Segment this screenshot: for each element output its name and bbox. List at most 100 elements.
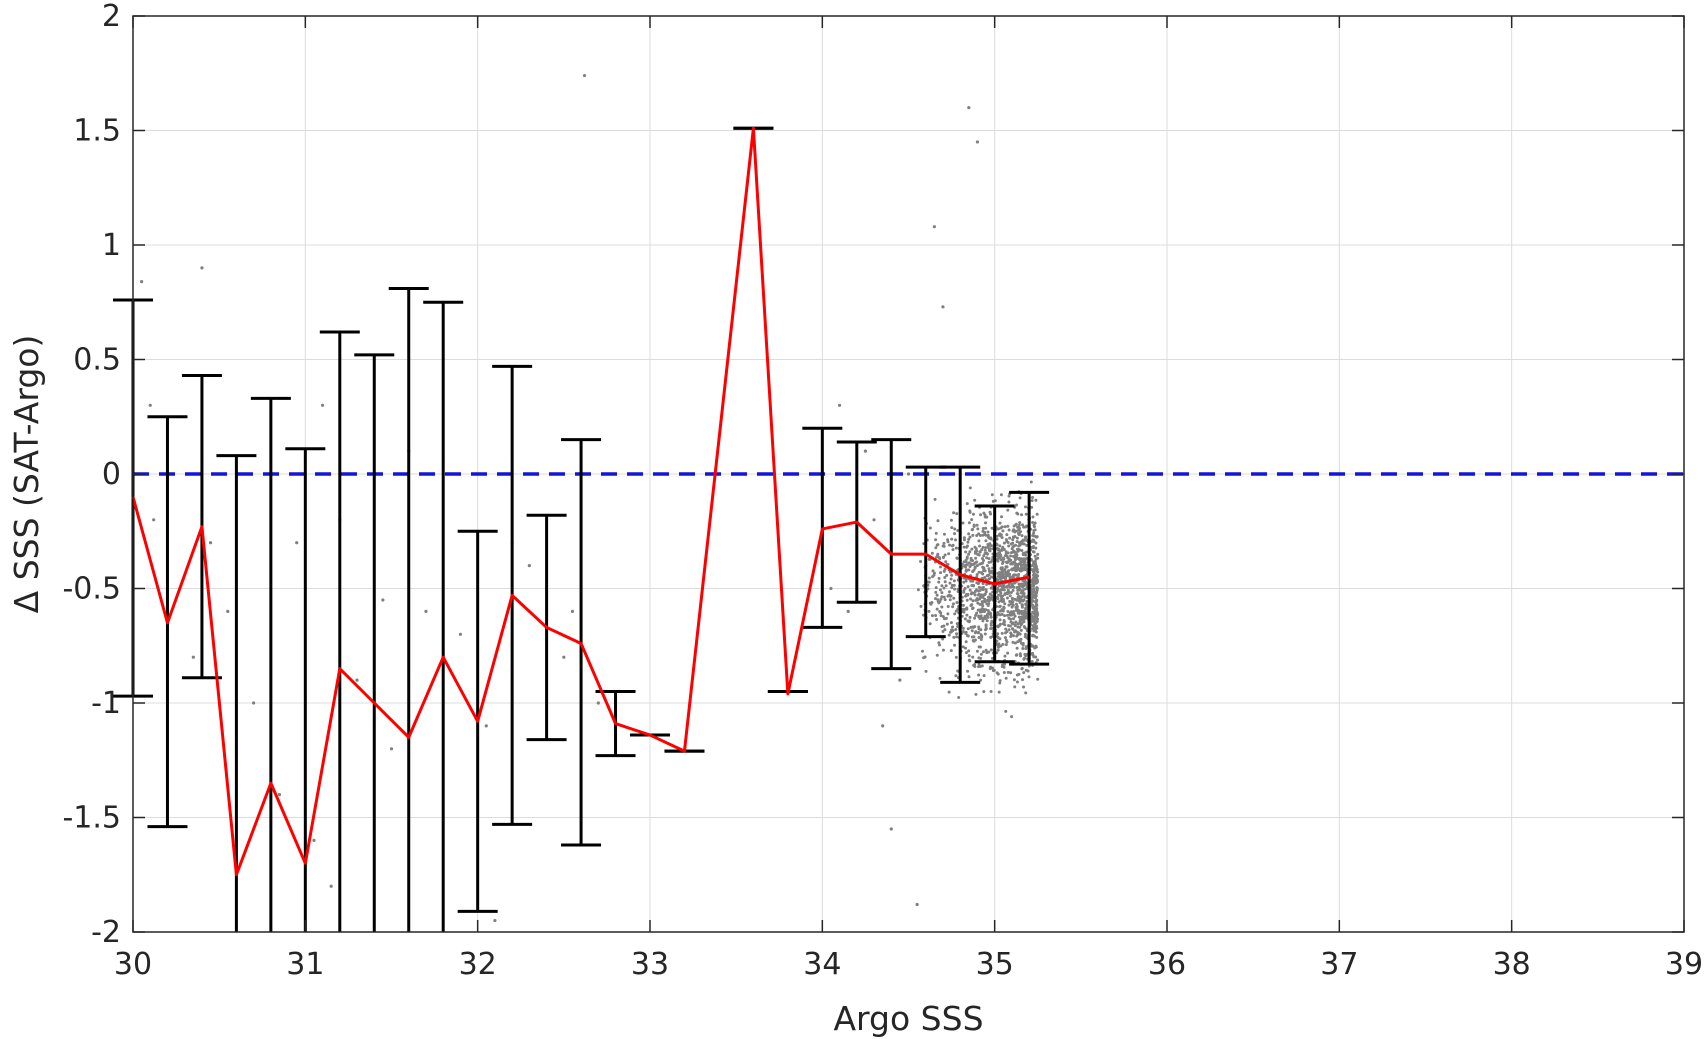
scatter-point	[1023, 505, 1027, 509]
scatter-point	[1013, 614, 1017, 618]
scatter-point	[1014, 606, 1018, 610]
scatter-point	[999, 493, 1003, 497]
scatter-point	[140, 280, 144, 284]
scatter-point	[982, 690, 986, 694]
scatter-point	[1004, 676, 1008, 680]
scatter-point	[1031, 593, 1035, 597]
scatter-point	[1016, 595, 1020, 599]
y-axis-title: Δ SSS (SAT-Argo)	[7, 335, 46, 614]
scatter-point	[1014, 653, 1018, 657]
scatter-point	[982, 559, 986, 563]
x-tick-label: 38	[1493, 947, 1531, 982]
scatter-point	[965, 593, 969, 597]
y-tick-label: 0.5	[73, 343, 121, 378]
x-tick-label: 37	[1320, 947, 1358, 982]
scatter-point	[1034, 602, 1038, 606]
scatter-point	[989, 622, 993, 626]
scatter-point	[956, 528, 960, 532]
scatter-point	[1010, 599, 1014, 603]
scatter-point	[1025, 543, 1029, 547]
scatter-point	[972, 568, 976, 572]
scatter-point	[998, 637, 1002, 641]
scatter-point	[920, 649, 924, 653]
scatter-point	[226, 609, 230, 614]
scatter-point	[996, 574, 1000, 578]
scatter-point	[1002, 588, 1006, 592]
scatter-point	[939, 597, 943, 601]
scatter-point	[1022, 566, 1026, 570]
scatter-point	[1005, 596, 1009, 600]
scatter-point	[996, 632, 1000, 636]
scatter-point	[1022, 657, 1026, 661]
scatter-point	[964, 631, 968, 635]
scatter-point	[981, 616, 985, 620]
scatter-point	[990, 493, 994, 497]
scatter-point	[1022, 671, 1026, 675]
scatter-point	[977, 662, 981, 666]
scatter-point	[1029, 480, 1033, 484]
scatter-point	[932, 573, 936, 577]
scatter-point	[1033, 528, 1037, 532]
scatter-point	[968, 615, 972, 619]
scatter-point	[1030, 599, 1034, 603]
scatter-point	[1007, 500, 1011, 504]
scatter-point	[979, 678, 983, 682]
scatter-point	[1019, 654, 1023, 658]
scatter-point	[997, 593, 1001, 597]
scatter-point	[970, 603, 974, 607]
scatter-point	[948, 543, 952, 547]
scatter-point	[1034, 563, 1038, 567]
scatter-point	[1035, 598, 1039, 602]
scatter-point	[1019, 628, 1023, 632]
scatter-point	[983, 628, 987, 632]
scatter-point	[978, 562, 982, 566]
scatter-point	[965, 544, 969, 548]
scatter-point	[989, 544, 993, 548]
scatter-point	[939, 614, 943, 618]
scatter-point	[962, 590, 966, 594]
scatter-point	[955, 635, 959, 639]
scatter-point	[932, 225, 936, 229]
scatter-point	[935, 593, 939, 597]
scatter-point	[1031, 495, 1035, 499]
scatter-point	[562, 655, 566, 659]
scatter-point	[977, 635, 981, 639]
scatter-point	[979, 513, 983, 517]
scatter-point	[997, 642, 1001, 646]
scatter-point	[980, 586, 984, 590]
scatter-point	[978, 544, 982, 548]
scatter-point	[1031, 611, 1035, 615]
scatter-point	[1006, 551, 1010, 555]
scatter-point	[1017, 582, 1021, 586]
scatter-point	[1019, 562, 1023, 566]
scatter-point	[1017, 548, 1021, 552]
scatter-point	[1034, 630, 1038, 634]
scatter-point	[1013, 624, 1017, 628]
scatter-point	[926, 587, 930, 591]
scatter-point	[981, 650, 985, 654]
scatter-point	[984, 533, 988, 537]
scatter-point	[990, 594, 994, 598]
scatter-point	[1024, 524, 1028, 528]
scatter-point	[968, 486, 972, 490]
scatter-point	[989, 635, 993, 639]
scatter-point	[1000, 608, 1004, 612]
scatter-point	[1015, 646, 1019, 650]
scatter-point	[1033, 521, 1037, 525]
scatter-point	[1019, 557, 1023, 561]
scatter-point	[1035, 626, 1039, 630]
scatter-point	[1010, 568, 1014, 572]
scatter-point	[939, 571, 943, 575]
scatter-point	[935, 543, 939, 547]
scatter-point	[493, 918, 497, 923]
scatter-point	[930, 551, 934, 555]
scatter-point	[947, 590, 951, 594]
scatter-point	[1011, 640, 1015, 644]
scatter-point	[975, 581, 979, 585]
scatter-point	[1030, 579, 1034, 583]
scatter-point	[915, 902, 919, 907]
scatter-point	[1019, 595, 1023, 599]
scatter-point	[943, 628, 947, 632]
scatter-point	[1003, 623, 1007, 627]
scatter-point	[863, 449, 868, 453]
